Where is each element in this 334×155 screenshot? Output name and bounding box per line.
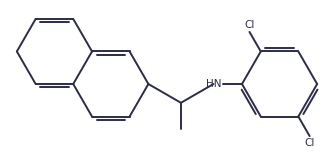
Text: Cl: Cl — [244, 20, 255, 30]
Text: Cl: Cl — [304, 138, 315, 148]
Text: HN: HN — [206, 79, 221, 89]
